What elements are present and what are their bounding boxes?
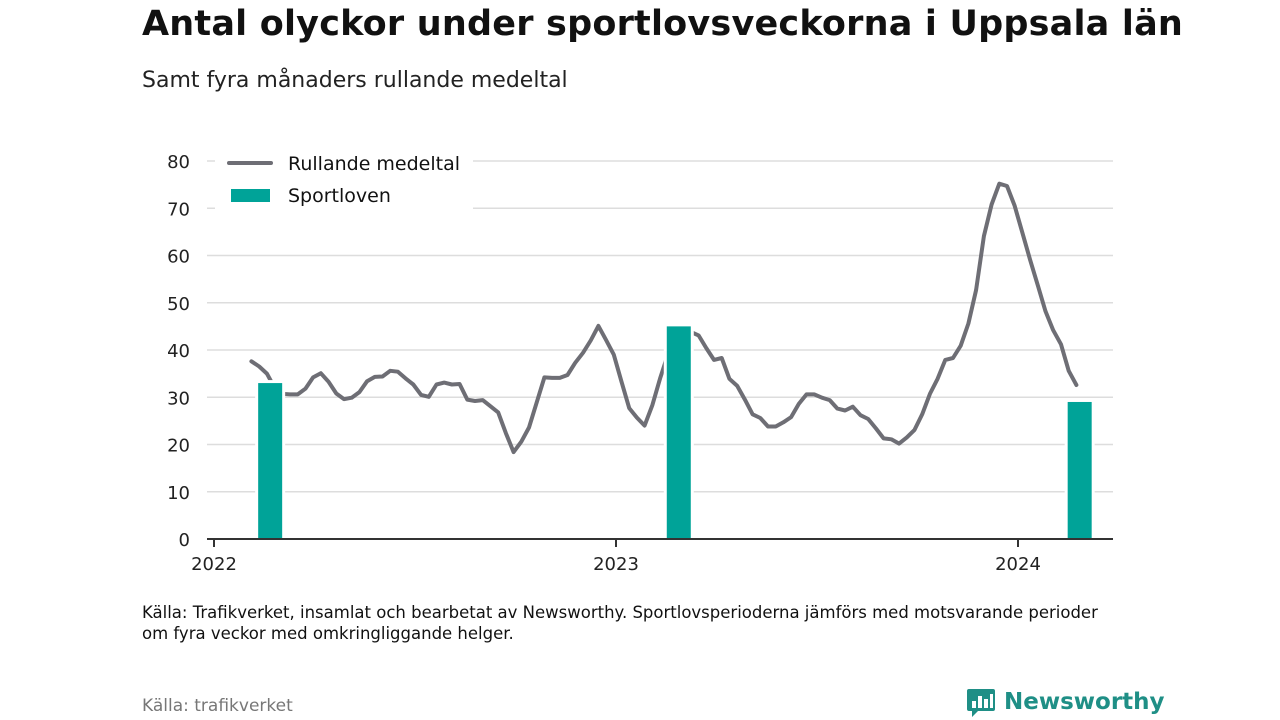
chart-subtitle: Samt fyra månaders rullande medeltal xyxy=(142,68,568,93)
newsworthy-logo-icon xyxy=(967,689,995,717)
y-tick-label: 50 xyxy=(167,294,190,315)
y-tick-label: 40 xyxy=(167,341,190,362)
chart: 0 10 20 30 40 50 60 70 80 2022 2023 2024 Rullande … xyxy=(167,145,1113,575)
y-tick-label: 20 xyxy=(167,436,190,457)
legend: Rullande medeltal Sportloven xyxy=(215,145,473,211)
y-tick-label: 80 xyxy=(167,152,190,173)
bar-sportloven xyxy=(666,326,691,539)
source-label: Källa: trafikverket xyxy=(142,696,293,716)
y-axis-tick-labels: 0 10 20 30 40 50 60 70 80 xyxy=(167,152,190,551)
y-tick-label: 60 xyxy=(167,247,190,268)
x-tick-label: 2023 xyxy=(593,554,639,575)
y-tick-label: 10 xyxy=(167,483,190,504)
bar-series xyxy=(255,323,1095,539)
x-axis: 2022 2023 2024 xyxy=(191,538,1113,575)
brand-logo: Newsworthy xyxy=(966,686,1165,718)
legend-entry-label: Rullande medeltal xyxy=(288,153,460,175)
bar-sportloven xyxy=(258,383,283,539)
bar-sportloven xyxy=(1067,401,1092,539)
chart-title: Antal olyckor under sportlovsveckorna i … xyxy=(142,4,1184,44)
footnote: Källa: Trafikverket, insamlat och bearbe… xyxy=(142,603,1098,643)
x-tick-label: 2024 xyxy=(995,554,1041,575)
y-tick-label: 70 xyxy=(167,199,190,220)
brand-name: Newsworthy xyxy=(1004,689,1165,715)
y-tick-label: 30 xyxy=(167,388,190,409)
legend-bar-swatch xyxy=(231,189,270,202)
legend-entry-label: Sportloven xyxy=(288,185,391,207)
x-tick-label: 2022 xyxy=(191,554,237,575)
y-tick-label: 0 xyxy=(179,530,190,551)
